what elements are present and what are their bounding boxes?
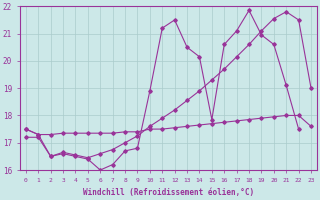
X-axis label: Windchill (Refroidissement éolien,°C): Windchill (Refroidissement éolien,°C) [83,188,254,197]
